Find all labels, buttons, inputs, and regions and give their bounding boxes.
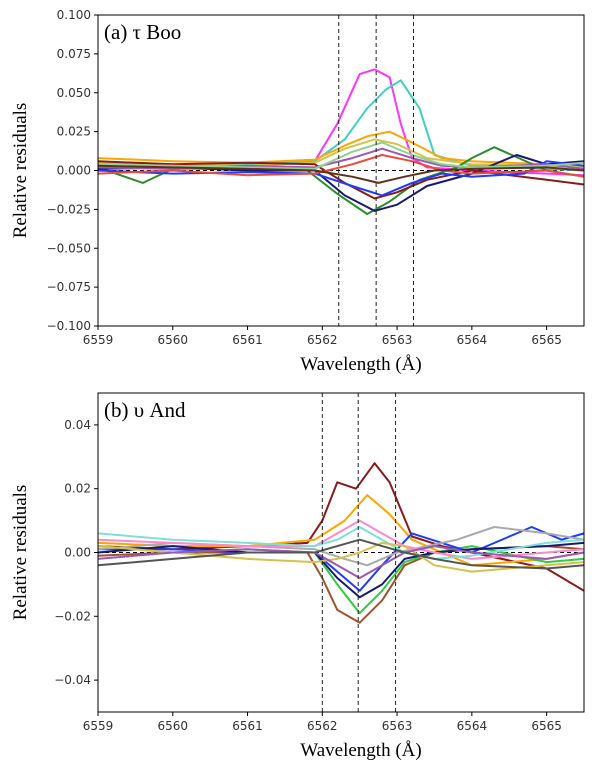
- series-line-6: [98, 541, 584, 599]
- series-line-1: [98, 68, 584, 177]
- y-tick-label: −0.050: [47, 241, 91, 255]
- series-line-11: [98, 141, 584, 170]
- y-tick-label: 0.075: [57, 47, 91, 61]
- x-tick-label: 6560: [157, 333, 188, 347]
- panel-title: (b) υ And: [104, 398, 186, 422]
- x-tick-label: 6565: [531, 333, 562, 347]
- y-tick-label: −0.075: [47, 280, 91, 294]
- y-tick-label: −0.025: [47, 202, 91, 216]
- x-axis-label: Wavelength (Å): [300, 740, 421, 761]
- x-tick-label: 6564: [457, 333, 488, 347]
- x-tick-label: 6562: [307, 719, 338, 733]
- y-tick-label: 0.100: [57, 8, 91, 22]
- x-tick-label: 6562: [307, 333, 338, 347]
- y-axis-label: Relative residuals: [10, 103, 31, 239]
- x-tick-label: 6559: [83, 333, 114, 347]
- series-line-6: [98, 154, 584, 212]
- chart-panel-1: 6559 6560 6561 6562 6563 6564 6565 0.100 0.075 0.…: [10, 8, 585, 375]
- series-line-8: [98, 519, 584, 560]
- x-tick-label: 6560: [157, 719, 188, 733]
- series-line-7: [98, 160, 584, 200]
- x-axis-label: Wavelength (Å): [300, 354, 421, 375]
- series-line-4: [98, 138, 584, 169]
- series-line-12: [98, 164, 584, 184]
- series-group: [98, 462, 584, 624]
- x-tick-label: 6559: [83, 719, 114, 733]
- y-tick-label: −0.04: [54, 673, 91, 687]
- chart-panel-2: 6559 6560 6561 6562 6563 6564 6565 0.04 0.02 0.00…: [10, 392, 585, 761]
- y-tick-label: 0.000: [57, 164, 91, 178]
- series-line-12: [98, 538, 584, 570]
- y-tick-label: −0.100: [47, 319, 91, 333]
- y-tick-label: 0.02: [64, 482, 91, 496]
- x-tick-label: 6561: [232, 719, 263, 733]
- series-line-11: [98, 545, 584, 579]
- series-line-10: [98, 154, 584, 178]
- y-tick-label: 0.050: [57, 86, 91, 100]
- x-tick-label: 6563: [382, 719, 413, 733]
- series-line-1: [98, 462, 584, 592]
- y-axis-label: Relative residuals: [10, 485, 31, 621]
- x-tick-label: 6564: [457, 719, 488, 733]
- x-tick-label: 6561: [232, 333, 263, 347]
- series-line-2: [98, 79, 584, 172]
- y-tick-label: −0.02: [54, 609, 91, 623]
- series-line-10: [98, 541, 584, 573]
- y-tick-label: 0.00: [64, 546, 91, 560]
- y-tick-label: 0.04: [64, 418, 91, 432]
- x-tick-label: 6565: [531, 719, 562, 733]
- panel-title: (a) τ Boo: [104, 20, 181, 44]
- series-group: [98, 68, 584, 215]
- x-tick-label: 6563: [382, 333, 413, 347]
- y-tick-label: 0.025: [57, 125, 91, 139]
